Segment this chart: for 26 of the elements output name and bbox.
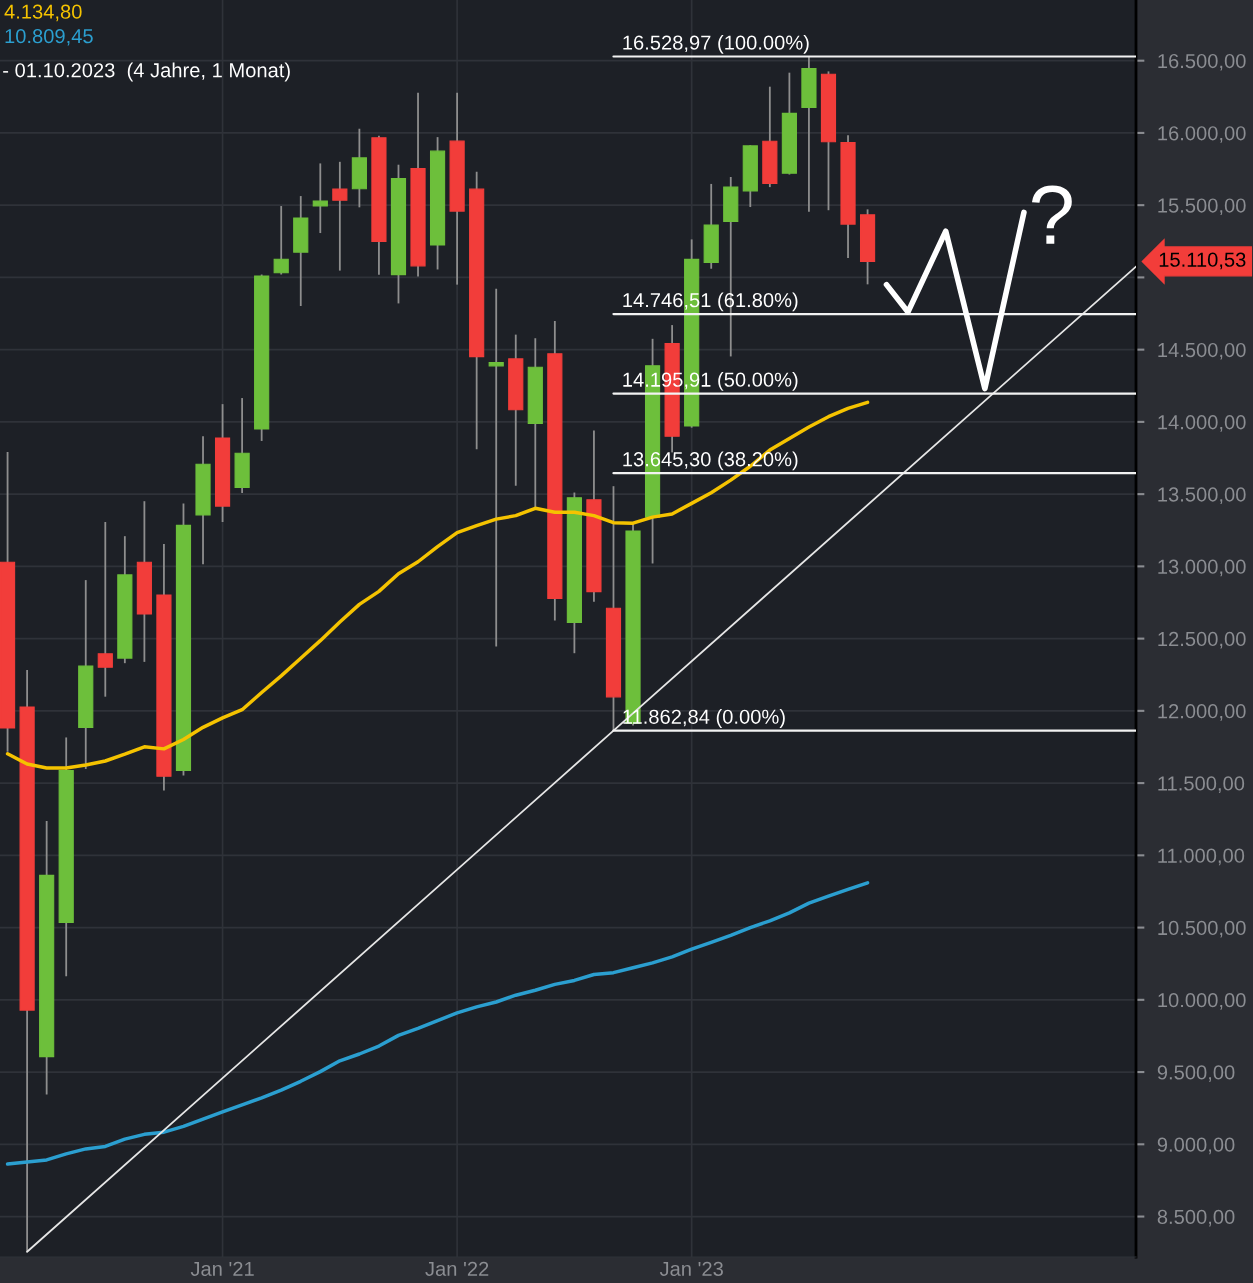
annotation: 14.195,91 (50.00%) xyxy=(623,372,798,391)
y-tick-label: 10.500,00 xyxy=(1158,920,1246,938)
y-tick-label: 9.000,00 xyxy=(1157,1137,1235,1155)
y-tick-label: 16.500,00 xyxy=(1158,53,1246,71)
x-tick-label: Jan '22 xyxy=(425,1261,489,1276)
y-tick-label: 8.500,00 xyxy=(1157,1209,1235,1227)
y-tick-label: 11.500,00 xyxy=(1158,776,1245,793)
y-tick-label: 11.000,00 xyxy=(1158,848,1245,866)
y-tick-label: 15.500,00 xyxy=(1158,198,1246,216)
text: 4.134,80 xyxy=(4,4,82,22)
text: 15.110,53 xyxy=(1159,252,1246,270)
y-tick-label: 13.500,00 xyxy=(1158,487,1246,505)
text: 10.809,45 xyxy=(5,28,93,46)
y-tick-label: 10.000,00 xyxy=(1158,993,1246,1010)
y-tick-label: 14.500,00 xyxy=(1158,342,1246,360)
x-tick-label: Jan '23 xyxy=(659,1261,723,1276)
y-tick-label: 12.500,00 xyxy=(1158,631,1246,649)
x-tick-label: Jan '21 xyxy=(190,1261,254,1276)
annotation: - 01.10.2023 (4 Jahre, 1 Monat) xyxy=(3,62,290,82)
annotation: ? xyxy=(1031,185,1072,244)
annotation: 16.528,97 (100.00%) xyxy=(623,34,809,54)
y-tick-label: 13.000,00 xyxy=(1158,559,1246,577)
y-tick-label: 12.000,00 xyxy=(1158,704,1246,721)
y-tick-label: 9.500,00 xyxy=(1157,1065,1235,1082)
y-tick-label: 16.000,00 xyxy=(1158,126,1246,143)
y-tick-label: 14.000,00 xyxy=(1158,415,1246,432)
